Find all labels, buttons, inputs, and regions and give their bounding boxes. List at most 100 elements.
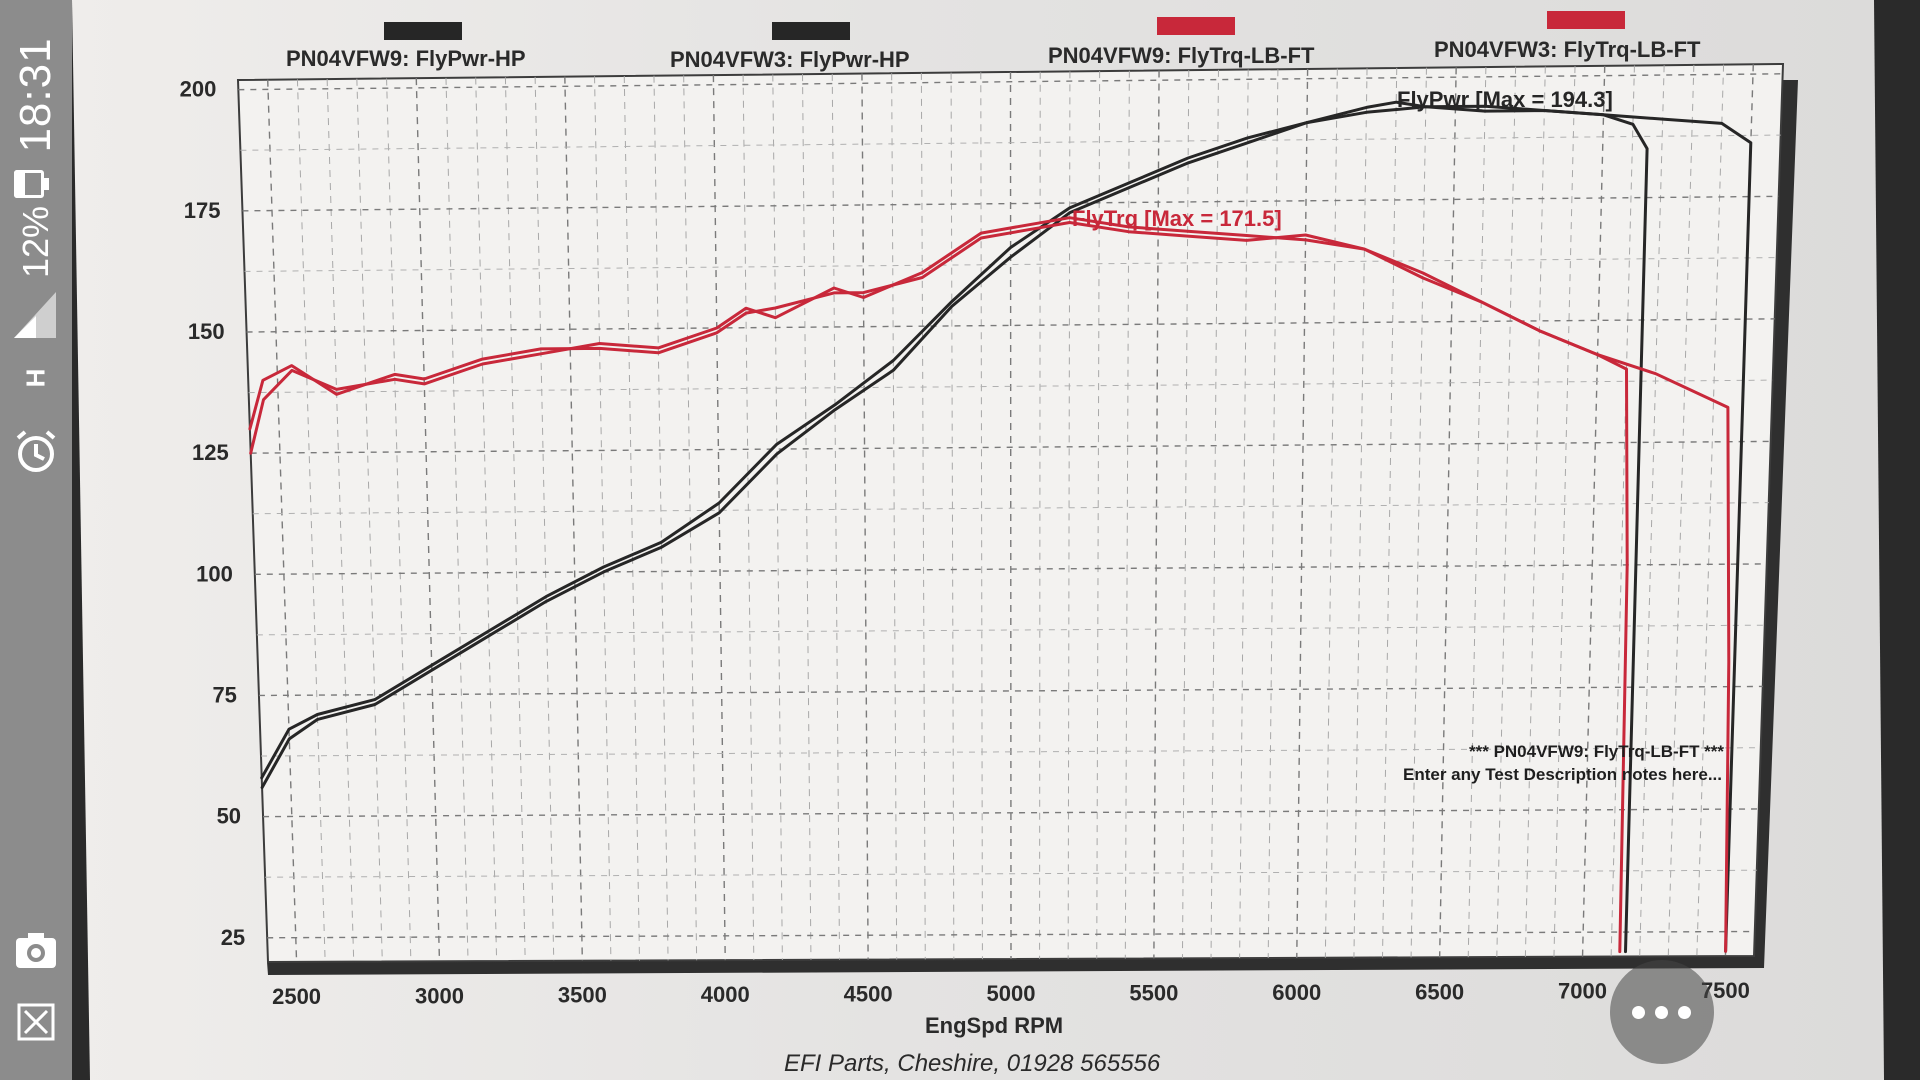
x-axis-label: EngSpd RPM: [925, 1013, 1064, 1038]
grid-line-x: [415, 78, 441, 962]
legend-swatch-1: [384, 22, 462, 40]
grid-line-x: [861, 73, 869, 960]
grid-line-x: [1039, 71, 1041, 959]
more-dot-3: [1678, 1006, 1691, 1019]
grid-line-y: [242, 195, 1779, 212]
more-options-button[interactable]: [1610, 960, 1714, 1064]
battery-fill: [14, 170, 25, 198]
grid-line-x: [683, 75, 698, 961]
x-tick-label: 7000: [1558, 979, 1607, 1004]
y-tick-label: 50: [217, 804, 241, 829]
grid-line-x: [1210, 69, 1219, 959]
grid-line-x: [1267, 69, 1279, 958]
status-bar: 18:31 12% H: [0, 0, 72, 1080]
grid-line-y: [258, 685, 1763, 697]
legend-label-1: PN04VFW9: FlyPwr-HP: [286, 46, 526, 71]
grid-line-x: [1353, 68, 1368, 958]
grid-line-y: [260, 747, 1761, 757]
plot-area: [236, 62, 1785, 964]
grid-line-x: [1296, 68, 1309, 958]
grid-line-x: [1067, 71, 1071, 959]
dyno-printout-photo: 2500 3000 3500 4000 4500 5000 5500 6000 6500 7000…: [72, 0, 1920, 1080]
x-tick-label: 6500: [1415, 979, 1464, 1004]
x-tick-label: 4000: [701, 982, 750, 1007]
y-tick-label: 125: [192, 440, 229, 465]
x-tick-label: 3500: [558, 983, 607, 1008]
x-tick-label: 2500: [272, 984, 321, 1009]
grid-line-x: [267, 79, 298, 962]
more-dot-2: [1655, 1006, 1668, 1019]
grid-line-x: [1382, 67, 1398, 958]
network-label: H: [20, 368, 51, 388]
grid-line-x: [504, 77, 526, 961]
status-time: 18:31: [11, 37, 60, 153]
grid-line-x: [1496, 66, 1517, 958]
test-note-title: *** PN04VFW9: FlyTrq-LB-FT ***: [1469, 742, 1725, 761]
grid-line-x: [594, 76, 612, 961]
grid-line-x: [1410, 67, 1427, 958]
flytrq-max-annotation: FlyTrq [Max = 171.5]: [1072, 206, 1282, 231]
grid-line-x: [742, 74, 755, 961]
grid-line-x: [1239, 69, 1249, 959]
grid-layer: [238, 64, 1783, 962]
grid-line-x: [386, 78, 412, 962]
grid-line-y: [263, 808, 1759, 818]
grid-line-x: [1553, 66, 1576, 957]
grid-line-x: [1524, 66, 1546, 957]
legend-swatch-4: [1547, 11, 1625, 29]
legend-label-3: PN04VFW9: FlyTrq-LB-FT: [1048, 43, 1315, 68]
grid-line-x: [1124, 70, 1130, 959]
grid-line-x: [980, 72, 983, 960]
grid-line-y: [244, 257, 1777, 272]
grid-line-x: [534, 76, 555, 961]
legend-swatch-2: [772, 22, 850, 40]
series-line-4: [248, 221, 1731, 953]
x-tick-label: 4500: [844, 982, 893, 1007]
legend-label-2: PN04VFW3: FlyPwr-HP: [670, 47, 910, 72]
grid-line-x: [475, 77, 498, 962]
test-note-description: Enter any Test Description notes here...: [1403, 765, 1722, 784]
grid-line-y: [240, 134, 1781, 151]
grid-line-x: [356, 78, 383, 962]
grid-line-x: [1639, 65, 1665, 957]
y-tick-label: 75: [212, 682, 236, 707]
grid-line-y: [250, 440, 1771, 454]
grid-line-x: [712, 75, 726, 961]
grid-line-x: [326, 79, 355, 962]
grid-line-x: [891, 73, 898, 960]
screenshot-icon[interactable]: [14, 930, 58, 974]
series-line-1: [260, 100, 1649, 954]
grid-line-x: [1153, 70, 1160, 959]
close-icon[interactable]: [16, 1002, 56, 1042]
grid-line-x: [920, 72, 926, 960]
y-tick-label: 25: [221, 925, 245, 950]
grid-line-x: [831, 73, 841, 960]
grid-line-x: [1610, 65, 1635, 957]
y-tick-label: 150: [188, 319, 225, 344]
grid-line-x: [1696, 64, 1725, 957]
grid-line-x: [653, 75, 669, 961]
printout-footer: EFI Parts, Cheshire, 01928 565556: [784, 1050, 1161, 1077]
x-tick-label: 5000: [987, 981, 1036, 1006]
x-tick-label: 6000: [1272, 980, 1321, 1005]
grid-line-x: [1009, 71, 1012, 960]
series-line-2: [260, 105, 1753, 953]
grid-line-x: [1581, 65, 1606, 957]
legend-label-4: PN04VFW3: FlyTrq-LB-FT: [1434, 37, 1701, 62]
series-layer: [248, 100, 1753, 954]
tick-layer: 2500 3000 3500 4000 4500 5000 5500 6000 6500 7000…: [180, 77, 1750, 1009]
grid-line-y: [238, 73, 1783, 91]
grid-line-x: [1438, 67, 1457, 958]
x-tick-label: 3000: [415, 983, 464, 1008]
battery-percent: 12%: [15, 205, 56, 279]
signal-icon: [14, 292, 56, 338]
grid-line-x: [1324, 68, 1338, 958]
y-tick-label: 200: [180, 77, 217, 102]
grid-line-y: [267, 930, 1755, 939]
grid-line-x: [564, 76, 584, 961]
grid-line-x: [1467, 67, 1487, 958]
grid-line-x: [623, 75, 640, 961]
grid-line-x: [802, 74, 812, 960]
alarm-icon: [16, 430, 56, 472]
dyno-chart: 2500 3000 3500 4000 4500 5000 5500 6000 6500 7000…: [72, 0, 1884, 1080]
